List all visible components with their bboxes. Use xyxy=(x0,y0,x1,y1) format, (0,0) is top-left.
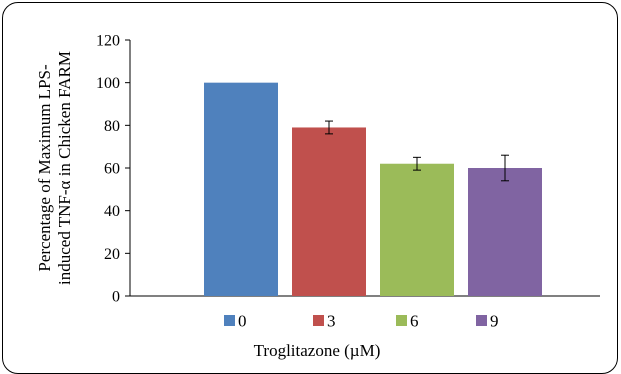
y-ticks: 0 20 40 60 80 100 120 xyxy=(96,33,130,306)
y-tick-label: 0 xyxy=(112,289,120,306)
y-tick-label: 20 xyxy=(104,246,120,263)
legend-label-3: 3 xyxy=(327,312,336,331)
legend-label-9: 9 xyxy=(490,312,499,331)
y-tick-label: 100 xyxy=(96,75,120,92)
y-tick-label: 80 xyxy=(104,118,120,135)
y-axis-label-line-2: induced TNF-α in Chicken FARM xyxy=(55,51,74,285)
bar-0 xyxy=(204,82,278,297)
legend-label-0: 0 xyxy=(238,312,247,331)
y-tick-label: 120 xyxy=(96,33,120,50)
y-axis-label-line-1: Percentage of Maximum LPS- xyxy=(35,64,54,272)
bar-3 xyxy=(292,127,366,296)
legend: 0 3 6 9 xyxy=(224,312,499,331)
x-axis-label: Troglitazone (µM) xyxy=(254,341,381,360)
error-bars xyxy=(325,120,509,182)
bar-9 xyxy=(468,168,542,296)
bar-chart: 0 20 40 60 80 100 120 0 3 6 9 Percentage of Maxim… xyxy=(35,33,600,360)
y-tick-label: 40 xyxy=(104,203,120,220)
legend-swatch-3 xyxy=(313,315,324,326)
legend-swatch-9 xyxy=(476,315,487,326)
legend-label-6: 6 xyxy=(410,312,419,331)
bars xyxy=(204,82,542,297)
legend-swatch-6 xyxy=(396,315,407,326)
bar-6 xyxy=(380,163,454,296)
y-axis-title: Percentage of Maximum LPS- induced TNF-α… xyxy=(35,51,74,285)
y-tick-label: 60 xyxy=(104,161,120,178)
legend-swatch-0 xyxy=(224,315,235,326)
